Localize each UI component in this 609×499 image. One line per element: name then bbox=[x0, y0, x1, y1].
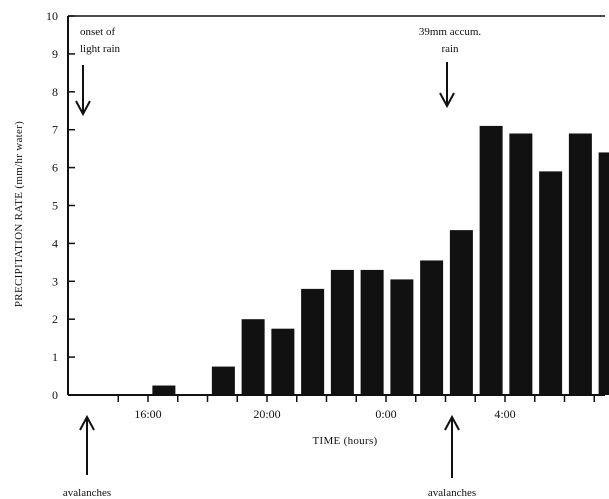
y-tick-label: 8 bbox=[52, 85, 58, 99]
bar bbox=[241, 319, 265, 395]
down-arrow-icon bbox=[439, 62, 455, 109]
bar bbox=[360, 269, 384, 395]
y-tick-label: 7 bbox=[52, 123, 58, 137]
annotation-39mm-accum-rain: 39mm accum. rain bbox=[419, 26, 482, 109]
down-arrow-icon bbox=[75, 65, 91, 117]
y-axis-title: PRECIPITATION RATE (mm/hr water) bbox=[13, 121, 25, 307]
x-tick-label: 0:00 bbox=[375, 407, 396, 421]
bar bbox=[390, 279, 414, 395]
y-tick-label: 9 bbox=[52, 47, 58, 61]
annotation-onset-of-light-rain: onset of light rain bbox=[75, 26, 121, 117]
bar bbox=[568, 133, 592, 396]
bar bbox=[271, 328, 295, 395]
bar bbox=[449, 230, 473, 395]
annotation-avalanches-right-label: avalanches bbox=[428, 487, 476, 499]
annotation-onset-line2: light rain bbox=[80, 43, 121, 55]
bar bbox=[330, 269, 354, 395]
y-tick-label: 5 bbox=[52, 199, 58, 213]
bar bbox=[420, 260, 444, 395]
x-tick-label: 16:00 bbox=[134, 407, 161, 421]
x-tick-label: 4:00 bbox=[494, 407, 515, 421]
bar bbox=[598, 152, 609, 395]
x-axis-title: TIME (hours) bbox=[312, 435, 377, 447]
annotation-onset-line1: onset of bbox=[80, 26, 115, 38]
bar bbox=[152, 385, 176, 395]
y-tick-label: 10 bbox=[46, 9, 58, 23]
up-arrow-icon bbox=[79, 414, 95, 475]
y-tick-label: 4 bbox=[52, 236, 58, 250]
annotation-accum-line1: 39mm accum. bbox=[419, 26, 482, 38]
y-tick-label: 1 bbox=[52, 350, 58, 364]
y-tick-label: 6 bbox=[52, 161, 58, 175]
annotation-avalanches-left-label: avalanches bbox=[63, 487, 111, 499]
y-tick-label: 3 bbox=[52, 274, 58, 288]
annotation-avalanches-right: avalanches bbox=[428, 414, 476, 499]
tick-labels: 0 1 2 3 4 5 6 7 8 9 10 16:00 20:00 0:00 4:00 bbox=[46, 9, 516, 421]
annotation-avalanches-left: avalanches bbox=[63, 414, 111, 499]
up-arrow-icon bbox=[444, 414, 460, 478]
x-tick-label: 20:00 bbox=[253, 407, 280, 421]
y-tick-label: 0 bbox=[52, 388, 58, 402]
bar bbox=[509, 133, 533, 396]
bar bbox=[479, 125, 503, 395]
bar bbox=[211, 366, 235, 395]
annotation-accum-line2: rain bbox=[441, 43, 459, 55]
bar bbox=[301, 288, 325, 395]
bar bbox=[539, 171, 563, 395]
bars bbox=[152, 125, 609, 396]
y-tick-label: 2 bbox=[52, 312, 58, 326]
